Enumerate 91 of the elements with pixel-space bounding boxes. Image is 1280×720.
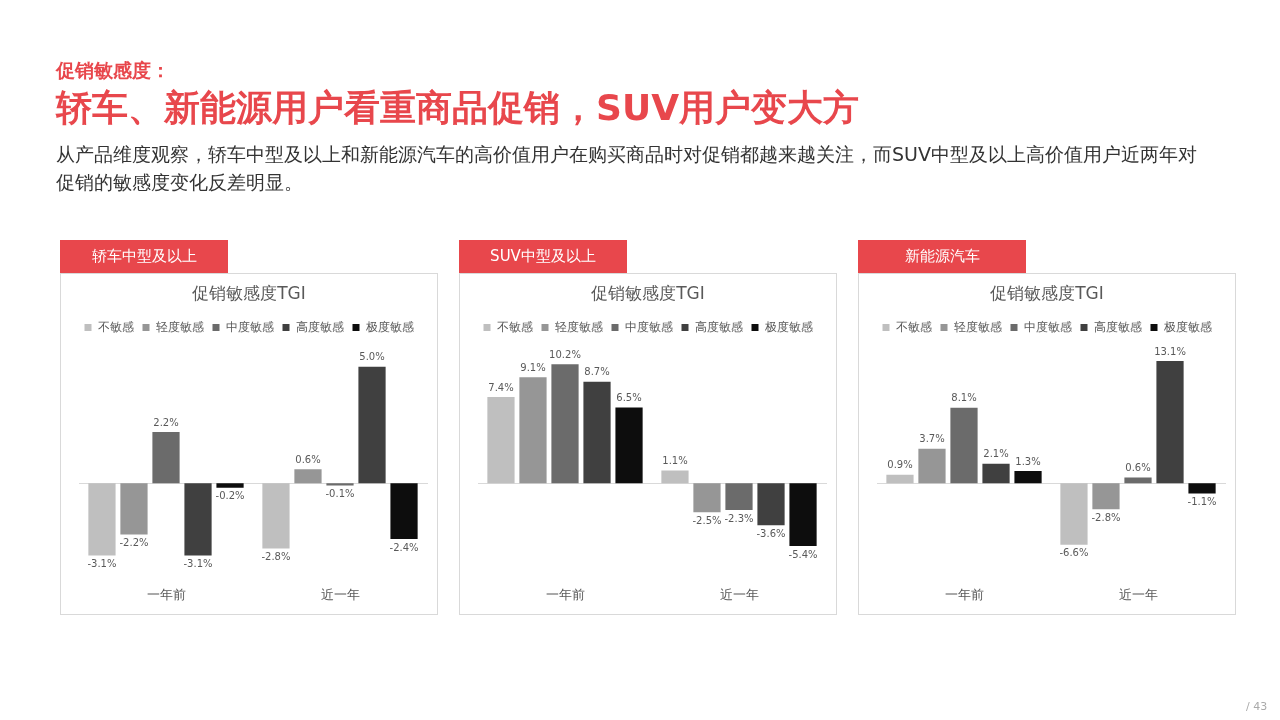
legend-label: 高度敏感 <box>1093 319 1142 334</box>
text: 轿车、新能源用户看重商品促销，SUV用户变大方 <box>56 86 860 130</box>
data-label: -0.1% <box>325 488 355 500</box>
data-label: -2.8% <box>1091 511 1121 523</box>
data-label: 2.1% <box>983 448 1009 460</box>
bar <box>358 366 386 484</box>
data-label: 8.7% <box>584 366 610 378</box>
legend-label: 中度敏感 <box>225 319 274 334</box>
data-label: 0.9% <box>887 459 913 471</box>
legend-label: 极度敏感 <box>763 319 813 334</box>
data-label: -2.2% <box>119 537 149 549</box>
data-label: 2.2% <box>153 416 179 428</box>
bar <box>661 470 689 484</box>
chart-subtitle: SUV中型及以上 <box>459 240 627 273</box>
bar <box>519 377 547 484</box>
data-label: 1.3% <box>1015 455 1041 467</box>
bar <box>294 469 322 484</box>
bar <box>1124 477 1152 484</box>
chart-title: 促销敏感度TGI <box>591 282 705 303</box>
data-label: -5.4% <box>788 548 818 560</box>
x-tick-label: 近一年 <box>719 586 759 602</box>
bar <box>88 483 116 556</box>
legend-label: 高度敏感 <box>694 319 743 334</box>
legend-label: 高度敏感 <box>295 319 344 334</box>
bar <box>1014 471 1042 484</box>
data-label: 13.1% <box>1154 345 1186 357</box>
legend-label: 极度敏感 <box>1162 319 1212 334</box>
legend-label: 极度敏感 <box>364 319 414 334</box>
data-label: -3.6% <box>756 527 786 539</box>
legend-label: 不敏感 <box>496 319 533 334</box>
chart-title: 促销敏感度TGI <box>192 282 306 303</box>
bar <box>918 448 946 484</box>
data-label: -3.1% <box>87 558 117 570</box>
bar <box>886 474 914 484</box>
x-tick-label: 一年前 <box>545 586 585 602</box>
bar <box>693 483 721 513</box>
bar <box>757 483 785 526</box>
data-label: 1.1% <box>662 454 688 466</box>
bar <box>1156 361 1184 484</box>
data-label: 10.2% <box>549 348 581 360</box>
data-label: 6.5% <box>616 392 642 404</box>
legend-label: 不敏感 <box>895 319 932 334</box>
x-tick-label: 一年前 <box>944 586 984 602</box>
data-label: -2.8% <box>261 551 291 563</box>
legend-label: 轻度敏感 <box>155 319 204 334</box>
bar <box>950 407 978 484</box>
data-label: -1.1% <box>1187 496 1217 508</box>
chart-subtitle: 新能源汽车 <box>858 240 1026 273</box>
data-label: 7.4% <box>488 381 514 393</box>
x-tick-label: 近一年 <box>320 586 360 602</box>
bar <box>1092 483 1120 510</box>
data-label: 5.0% <box>359 351 385 363</box>
data-label: -0.2% <box>215 490 245 502</box>
data-label: -3.1% <box>183 558 213 570</box>
legend-label: 中度敏感 <box>1023 319 1072 334</box>
data-label: -2.4% <box>389 541 419 553</box>
bar <box>184 483 212 556</box>
data-label: 0.6% <box>1125 462 1151 474</box>
bar <box>1060 483 1088 545</box>
legend-label: 轻度敏感 <box>953 319 1002 334</box>
data-label: 9.1% <box>520 361 546 373</box>
bar <box>152 431 180 484</box>
bar <box>583 381 611 484</box>
bar <box>982 463 1010 484</box>
x-tick-label: 近一年 <box>1118 586 1158 602</box>
bar <box>789 483 817 547</box>
bar <box>120 483 148 535</box>
bar <box>262 483 290 549</box>
chart-subtitle: 轿车中型及以上 <box>60 240 228 273</box>
legend-label: 不敏感 <box>97 319 134 334</box>
legend-label: 轻度敏感 <box>554 319 603 334</box>
data-label: -2.5% <box>692 514 722 526</box>
bar <box>487 396 515 484</box>
bar <box>1188 483 1216 494</box>
bar <box>615 407 643 484</box>
data-label: 3.7% <box>919 433 945 445</box>
chart-title: 促销敏感度TGI <box>990 282 1104 303</box>
legend-label: 中度敏感 <box>624 319 673 334</box>
data-label: 0.6% <box>295 453 321 465</box>
bar <box>390 483 418 540</box>
text: 促销敏感度： <box>56 58 170 83</box>
bar <box>216 483 244 488</box>
data-label: -2.3% <box>724 512 754 524</box>
data-label: 8.1% <box>951 392 977 404</box>
data-label: -6.6% <box>1059 547 1089 559</box>
bar <box>551 364 579 484</box>
bar <box>326 483 354 486</box>
text: 从产品维度观察，轿车中型及以上和新能源汽车的高价值用户在购买商品时对促销都越来越关注，而SUV中型及以上高价值用户近两年对促销的敏感度变化反差明显。 <box>56 142 1198 195</box>
x-tick-label: 一年前 <box>146 586 186 602</box>
bar <box>725 483 753 510</box>
text: / 43 <box>1246 700 1268 713</box>
